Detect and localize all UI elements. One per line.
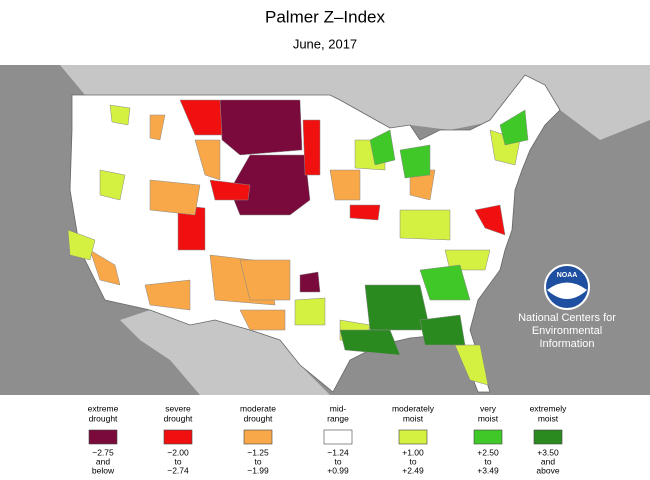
map xyxy=(0,65,650,395)
legend: extremedrought−2.75andbelowseveredrought… xyxy=(88,403,568,475)
subtitle: June, 2017 xyxy=(293,36,357,51)
logo-caption: National Centers forEnvironmentalInforma… xyxy=(518,312,616,350)
legend-swatch xyxy=(243,429,273,445)
legend-label: drought xyxy=(89,413,118,423)
legend-range: −1.24 xyxy=(327,447,349,457)
legend-range: +0.99 xyxy=(327,465,349,475)
legend-swatch xyxy=(398,429,428,445)
title: Palmer Z–Index xyxy=(265,7,385,26)
legend-label: moist xyxy=(403,413,424,423)
legend-label: drought xyxy=(164,413,193,423)
caption-line: National Centers for xyxy=(518,312,616,324)
legend-range: to xyxy=(409,456,416,466)
legend-label: mid- xyxy=(330,403,347,413)
legend-label: moist xyxy=(478,413,499,423)
legend-label: drought xyxy=(244,413,273,423)
logo-wave xyxy=(547,282,587,299)
logo-text: NOAA xyxy=(557,272,578,279)
legend-range: to xyxy=(254,456,261,466)
divisions xyxy=(67,99,529,386)
legend-label: extreme xyxy=(88,403,119,413)
legend-range: +3.50 xyxy=(537,447,559,457)
legend-range: +3.49 xyxy=(477,465,499,475)
legend-range: above xyxy=(536,465,559,475)
legend-range: to xyxy=(484,456,491,466)
legend-range: and xyxy=(96,456,110,466)
legend-range: −1.25 xyxy=(247,447,269,457)
caption-line: Information xyxy=(539,338,594,350)
caption-line: Environmental xyxy=(532,325,602,337)
legend-range: and xyxy=(541,456,555,466)
legend-label: very xyxy=(480,403,497,413)
legend-range: −2.74 xyxy=(167,465,189,475)
legend-range: −2.00 xyxy=(167,447,189,457)
legend-label: range xyxy=(327,413,349,423)
legend-label: moderately xyxy=(392,403,435,413)
mexico xyxy=(120,310,330,395)
legend-range: −2.75 xyxy=(92,447,114,457)
legend-range: +2.49 xyxy=(402,465,424,475)
legend-range: to xyxy=(174,456,181,466)
legend-range: +2.50 xyxy=(477,447,499,457)
legend-label: severe xyxy=(165,403,191,413)
legend-range: to xyxy=(334,456,341,466)
legend-label: moist xyxy=(538,413,559,423)
legend-swatch xyxy=(323,429,353,445)
legend-swatch xyxy=(88,429,118,445)
legend-range: −1.99 xyxy=(247,465,269,475)
legend-swatch xyxy=(163,429,193,445)
legend-label: moderate xyxy=(240,403,276,413)
legend-range: below xyxy=(92,465,115,475)
legend-swatch xyxy=(533,429,563,445)
legend-range: +1.00 xyxy=(402,447,424,457)
noaa-logo: NOAA xyxy=(544,264,590,310)
us-outline xyxy=(69,74,561,393)
legend-label: extremely xyxy=(530,403,568,413)
legend-swatch xyxy=(473,429,503,445)
